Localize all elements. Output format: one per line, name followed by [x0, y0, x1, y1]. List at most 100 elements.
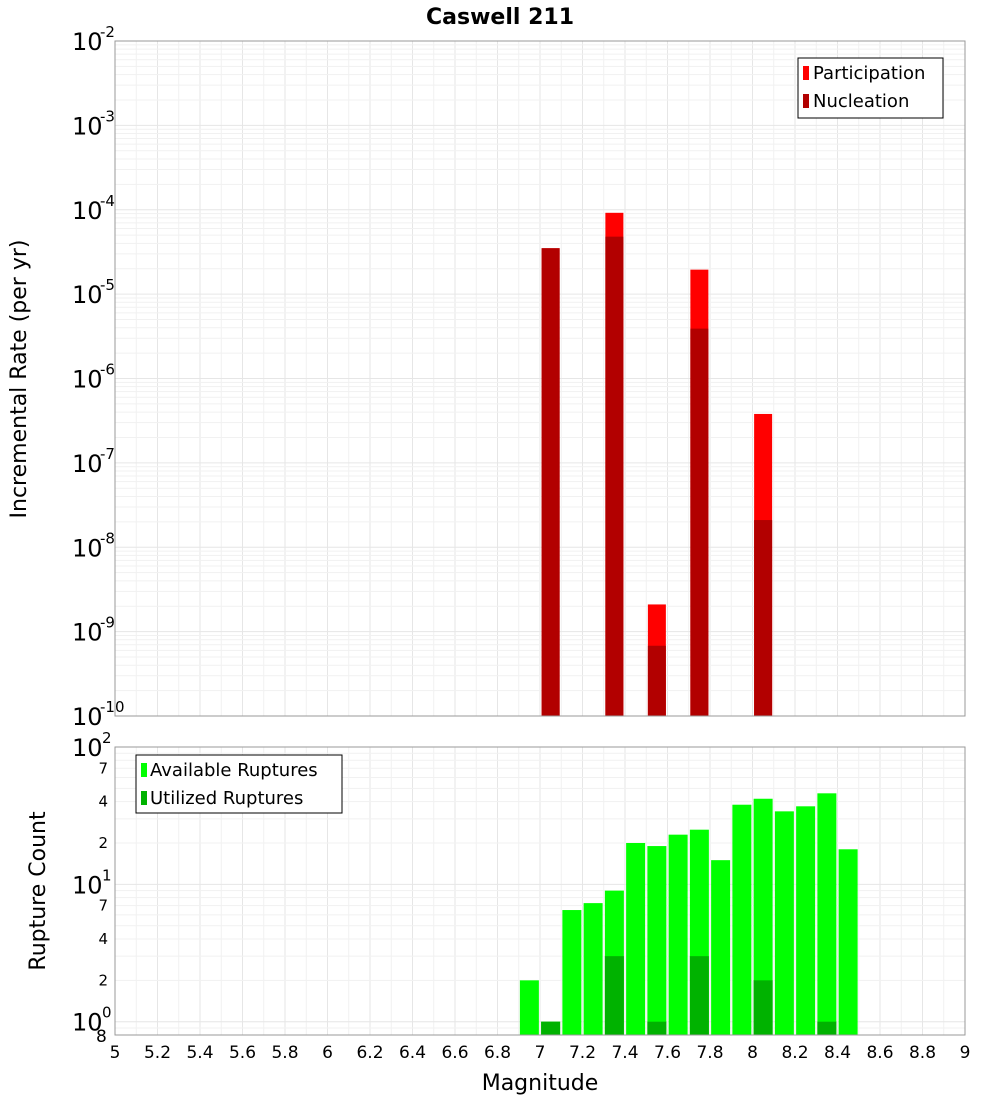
bottom-y-tick-exponent: 2	[102, 729, 112, 747]
legend-swatch-utilized	[141, 791, 147, 805]
available-ruptures-bar	[583, 903, 603, 1035]
available-ruptures-bar	[796, 806, 816, 1035]
x-tick-label: 7	[535, 1043, 546, 1063]
available-ruptures-bar	[562, 910, 582, 1035]
chart-title: Caswell 211	[426, 5, 574, 30]
available-ruptures-bar	[838, 849, 858, 1035]
bottom-y-tick-exponent: 1	[102, 866, 112, 884]
top-y-tick-exponent: -10	[100, 698, 125, 716]
x-tick-label: 5.6	[229, 1043, 256, 1063]
legend-label-nucleation: Nucleation	[813, 91, 909, 112]
x-tick-label: 7.8	[696, 1043, 723, 1063]
x-axis-title: Magnitude	[482, 1071, 599, 1096]
top-y-tick-exponent: -9	[100, 614, 115, 632]
x-tick-label: 8.8	[909, 1043, 936, 1063]
x-tick-label: 5.8	[271, 1043, 298, 1063]
legend-swatch-available	[141, 763, 147, 777]
bottom-y-tick-min: 8	[96, 1027, 107, 1047]
bottom-y-minor-tick: 2	[98, 834, 108, 852]
top-y-tick-base: 10	[72, 112, 103, 140]
top-y-tick-exponent: -3	[100, 107, 115, 125]
x-tick-label: 6.4	[399, 1043, 426, 1063]
bottom-y-tick-base: 10	[72, 734, 103, 762]
top-plot-border	[114, 40, 966, 717]
x-tick-label: 9	[960, 1043, 971, 1063]
available-ruptures-bar	[732, 804, 752, 1035]
available-ruptures-bar	[711, 860, 731, 1035]
top-y-tick-exponent: -4	[100, 192, 115, 210]
x-tick-label: 8.6	[866, 1043, 893, 1063]
legend-swatch-participation	[803, 66, 809, 80]
x-tick-label: 6.8	[484, 1043, 511, 1063]
x-tick-label: 5.2	[144, 1043, 171, 1063]
available-ruptures-bar	[668, 834, 688, 1035]
top-y-tick-base: 10	[72, 450, 103, 478]
legend-label-available: Available Ruptures	[150, 760, 318, 781]
bottom-bars	[519, 793, 858, 1035]
nucleation-bar	[541, 248, 560, 717]
available-ruptures-bar	[753, 798, 773, 1035]
top-y-tick-exponent: -5	[100, 276, 115, 294]
bottom-y-minor-tick: 7	[98, 897, 108, 915]
x-tick-label: 5	[110, 1043, 121, 1063]
legend-label-utilized: Utilized Ruptures	[150, 788, 303, 809]
bottom-y-axis-title: Rupture Count	[26, 811, 51, 971]
utilized-ruptures-bar	[689, 956, 709, 1035]
utilized-ruptures-bar	[753, 980, 773, 1035]
bottom-y-tick-exponent: 0	[102, 1004, 112, 1022]
x-tick-label: 8.4	[824, 1043, 851, 1063]
x-tick-label: 5.4	[186, 1043, 213, 1063]
x-tick-label: 6.2	[356, 1043, 383, 1063]
x-tick-label: 7.6	[654, 1043, 681, 1063]
x-tick-label: 6	[322, 1043, 333, 1063]
bottom-legend: Available Ruptures Utilized Ruptures	[135, 754, 343, 814]
x-tick-label: 7.2	[569, 1043, 596, 1063]
bottom-y-tick-base: 10	[72, 871, 103, 899]
top-gridlines	[114, 41, 966, 717]
nucleation-bar	[647, 645, 666, 716]
top-y-tick-base: 10	[72, 28, 103, 56]
top-y-tick-base: 10	[72, 703, 103, 731]
available-ruptures-bar	[519, 980, 539, 1035]
top-y-tick-base: 10	[72, 619, 103, 647]
x-tick-label: 6.6	[441, 1043, 468, 1063]
utilized-ruptures-bar	[647, 1021, 667, 1035]
legend-label-participation: Participation	[813, 63, 925, 84]
available-ruptures-bar	[817, 793, 837, 1035]
top-bars	[541, 212, 773, 717]
top-y-tick-base: 10	[72, 366, 103, 394]
top-legend: Participation Nucleation	[797, 57, 944, 119]
available-ruptures-bar	[626, 843, 646, 1035]
top-y-tick-exponent: -6	[100, 361, 115, 379]
x-tick-label: 8	[747, 1043, 758, 1063]
utilized-ruptures-bar	[817, 1021, 837, 1035]
top-y-tick-base: 10	[72, 534, 103, 562]
utilized-ruptures-bar	[541, 1021, 561, 1035]
utilized-ruptures-bar	[604, 956, 624, 1035]
top-y-tick-base: 10	[72, 281, 103, 309]
x-tick-label: 8.2	[781, 1043, 808, 1063]
bottom-y-minor-tick: 7	[98, 759, 108, 777]
available-ruptures-bar	[774, 811, 794, 1035]
x-tick-label: 7.4	[611, 1043, 638, 1063]
top-y-tick-base: 10	[72, 197, 103, 225]
nucleation-bar	[605, 236, 624, 716]
nucleation-bar	[690, 328, 709, 716]
top-y-tick-exponent: -2	[100, 23, 115, 41]
bottom-y-minor-tick: 4	[98, 930, 108, 948]
bottom-y-minor-tick: 2	[98, 971, 108, 989]
top-y-axis-title: Incremental Rate (per yr)	[7, 240, 32, 519]
top-y-tick-exponent: -7	[100, 445, 115, 463]
bottom-y-minor-tick: 4	[98, 793, 108, 811]
nucleation-bar	[754, 520, 773, 716]
top-y-tick-exponent: -8	[100, 529, 115, 547]
available-ruptures-bar	[647, 846, 667, 1035]
legend-swatch-nucleation	[803, 94, 809, 108]
bottom-y-tick-base: 10	[72, 1009, 103, 1037]
bottom-plot-border	[114, 746, 966, 1036]
